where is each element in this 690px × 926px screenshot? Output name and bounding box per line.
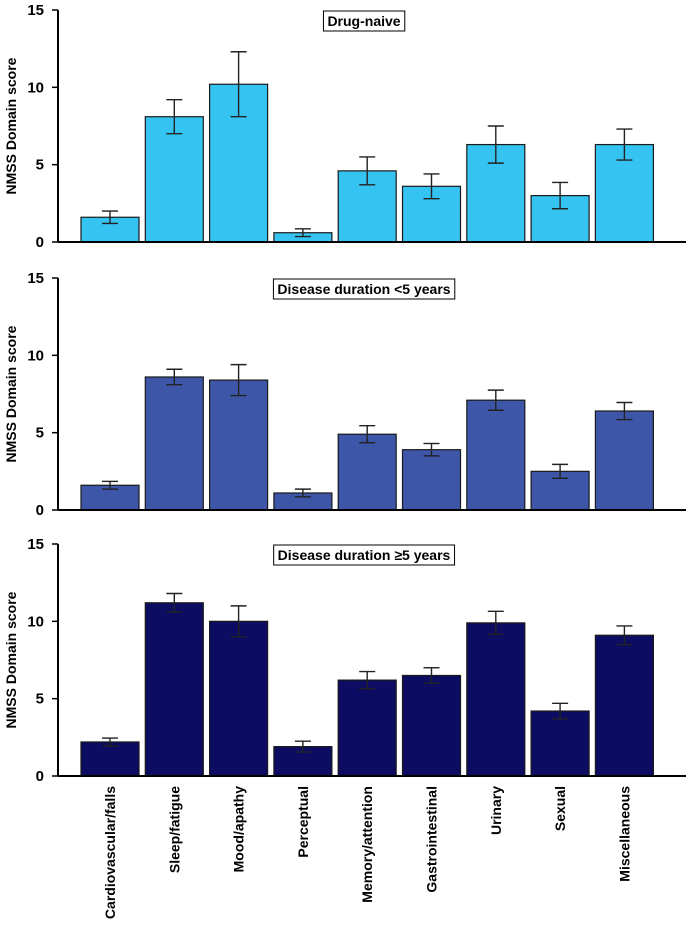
y-tick-label-2-0: 0 [36,502,44,519]
category-label-8: Sexual [552,786,568,831]
category-label-5: Memory/attention [359,786,375,903]
bar-3-6 [401,674,462,777]
bar-2-5 [337,433,397,511]
panel-title-box-3 [273,544,456,566]
y-tick-label-3-0: 0 [36,768,44,785]
category-label-4: Perceptual [295,786,311,858]
category-label-7: Urinary [488,786,504,835]
bar-3-3 [209,620,269,777]
panel-title-2: Disease duration <5 years [277,281,450,297]
y-axis-label-3: NMSS Domain score [3,591,19,728]
bar-2-6 [401,449,462,511]
y-tick-label-3-10: 10 [27,613,44,630]
y-tick-label-2-15: 15 [27,270,44,287]
bar-3-5 [337,679,397,777]
bar-2-3 [209,379,269,511]
y-tick-label-1-5: 5 [36,157,44,174]
category-label-2: Sleep/fatigue [166,786,182,873]
bar-1-2 [144,116,204,243]
panel-title-box-1 [322,10,406,32]
bar-2-7 [466,399,526,511]
y-tick-label-2-5: 5 [36,425,44,442]
bar-2-2 [144,376,204,511]
category-label-1: Cardiovascular/falls [102,786,118,919]
panel-title-3: Disease duration ≥5 years [278,547,451,563]
category-label-3: Mood/apathy [231,786,247,873]
bar-3-7 [466,622,526,777]
panel-title-1: Drug-naive [327,13,400,29]
y-tick-label-3-5: 5 [36,691,44,708]
y-tick-label-3-15: 15 [27,536,44,553]
panel-title-box-2 [272,278,456,300]
bar-3-8 [530,710,590,777]
category-label-6: Gastrointestinal [424,786,440,893]
bar-2-9 [594,410,655,511]
bar-3-2 [144,602,204,777]
bar-3-1 [80,741,140,777]
y-axis-label-1: NMSS Domain score [3,57,19,194]
bar-1-9 [594,143,655,243]
y-tick-label-1-0: 0 [36,234,44,251]
category-label-9: Miscellaneous [616,786,632,882]
y-axis-label-2: NMSS Domain score [3,325,19,462]
y-tick-label-1-10: 10 [27,79,44,96]
y-tick-label-1-15: 15 [27,2,44,19]
bar-3-9 [594,634,655,777]
y-tick-label-2-10: 10 [27,347,44,364]
